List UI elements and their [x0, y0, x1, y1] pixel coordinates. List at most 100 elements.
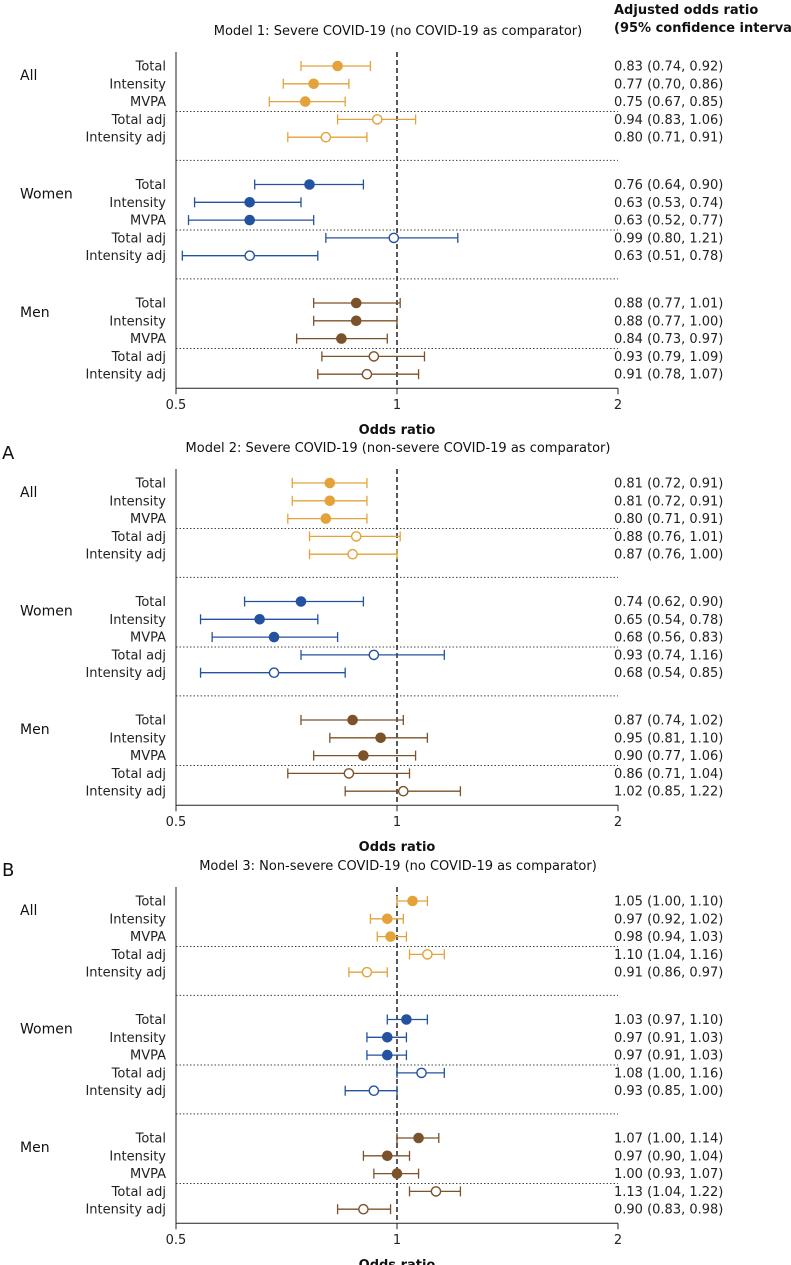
- point-estimate: [358, 750, 369, 761]
- point-estimate-adjusted: [422, 949, 433, 960]
- point-estimate-adjusted: [371, 114, 383, 125]
- point-estimate-adjusted: [320, 131, 332, 143]
- ci-value-text: 0.88 (0.76, 1.01): [614, 530, 723, 545]
- row-label: Total: [135, 297, 166, 312]
- row-label: Total adj: [111, 648, 166, 663]
- group-label: Men: [20, 1140, 50, 1156]
- ci-value-text: 0.95 (0.81, 1.10): [614, 731, 723, 746]
- point-estimate: [324, 477, 336, 489]
- ci-value-text: 0.88 (0.77, 1.00): [614, 314, 723, 329]
- row-label: MVPA: [130, 749, 166, 764]
- point-estimate-adjusted: [347, 548, 358, 560]
- row-label: Total adj: [111, 530, 166, 545]
- ci-column-title-line1: Adjusted odds ratio: [614, 3, 758, 18]
- ci-value-text: 0.87 (0.76, 1.00): [614, 548, 723, 563]
- point-estimate: [381, 1049, 393, 1061]
- row-label: Total: [135, 1132, 166, 1147]
- group-label: Men: [20, 305, 50, 321]
- point-estimate: [413, 1132, 424, 1144]
- ci-value-text: 1.08 (1.00, 1.16): [614, 1066, 723, 1081]
- point-estimate: [254, 614, 265, 625]
- row-label: Total adj: [111, 948, 166, 963]
- row-label: MVPA: [130, 1167, 166, 1182]
- group-label: All: [20, 68, 37, 84]
- row-label: Total: [135, 477, 166, 492]
- point-estimate: [244, 214, 255, 226]
- point-estimate-adjusted: [368, 351, 380, 362]
- row-label: Total adj: [111, 350, 166, 365]
- point-estimate-adjusted: [358, 1203, 369, 1215]
- ci-value-text: 1.13 (1.04, 1.22): [614, 1185, 723, 1200]
- x-tick-label: 2: [614, 1233, 622, 1248]
- ci-value-text: 0.98 (0.94, 1.03): [614, 930, 723, 945]
- ci-value-text: 0.97 (0.91, 1.03): [614, 1049, 723, 1064]
- group-label: Women: [20, 1021, 73, 1037]
- point-estimate: [336, 333, 347, 344]
- point-estimate-adjusted: [368, 1085, 380, 1096]
- ci-value-text: 0.93 (0.85, 1.00): [614, 1084, 723, 1099]
- point-estimate: [304, 179, 315, 190]
- ci-value-text: 0.97 (0.91, 1.03): [614, 1031, 723, 1046]
- point-estimate: [347, 714, 358, 726]
- ci-value-text: 1.10 (1.04, 1.16): [614, 948, 723, 963]
- row-label: Intensity adj: [85, 548, 166, 563]
- x-tick-label: 0.5: [166, 815, 187, 830]
- ci-value-text: 0.81 (0.72, 0.91): [614, 494, 723, 509]
- row-label: Total: [135, 595, 166, 610]
- row-label: Total: [135, 1013, 166, 1028]
- row-label: MVPA: [130, 95, 166, 110]
- panel-label: B: [2, 860, 14, 881]
- point-estimate: [332, 60, 343, 72]
- ci-value-text: 0.76 (0.64, 0.90): [614, 178, 723, 193]
- row-label: Intensity adj: [85, 966, 166, 981]
- point-estimate-adjusted: [398, 785, 409, 797]
- row-label: MVPA: [130, 1049, 166, 1064]
- ci-value-text: 0.63 (0.52, 0.77): [614, 214, 723, 229]
- ci-value-text: 1.03 (0.97, 1.10): [614, 1013, 723, 1028]
- ci-value-text: 0.94 (0.83, 1.06): [614, 113, 723, 128]
- ci-value-text: 0.86 (0.71, 1.04): [614, 767, 723, 782]
- panel-label: A: [2, 443, 15, 464]
- point-estimate-adjusted: [416, 1067, 427, 1079]
- ci-value-text: 1.02 (0.85, 1.22): [614, 785, 723, 800]
- ci-value-text: 0.97 (0.90, 1.04): [614, 1149, 723, 1164]
- ci-value-text: 0.99 (0.80, 1.21): [614, 231, 723, 246]
- ci-value-text: 0.74 (0.62, 0.90): [614, 595, 723, 610]
- point-estimate: [350, 315, 362, 327]
- ci-value-text: 0.83 (0.74, 0.92): [614, 60, 723, 75]
- row-label: Total adj: [111, 1066, 166, 1081]
- ci-value-text: 0.77 (0.70, 0.86): [614, 77, 723, 92]
- point-estimate: [407, 895, 418, 907]
- group-label: All: [20, 485, 37, 501]
- point-estimate: [320, 513, 332, 524]
- row-label: Total adj: [111, 767, 166, 782]
- ci-value-text: 0.88 (0.77, 1.01): [614, 297, 723, 312]
- row-label: Intensity: [109, 494, 166, 509]
- point-estimate-adjusted: [430, 1186, 442, 1197]
- row-label: Intensity adj: [85, 131, 166, 146]
- ci-value-text: 0.91 (0.86, 0.97): [614, 966, 723, 981]
- row-label: Intensity adj: [85, 1203, 166, 1218]
- point-estimate: [308, 78, 319, 90]
- x-axis-label: Odds ratio: [359, 423, 436, 438]
- row-label: Intensity adj: [85, 666, 166, 681]
- ci-value-text: 0.97 (0.92, 1.02): [614, 912, 723, 927]
- panel-title: Model 2: Severe COVID-19 (non-severe COV…: [186, 441, 611, 456]
- row-label: Intensity: [109, 314, 166, 329]
- row-label: Total: [135, 895, 166, 910]
- point-estimate: [381, 1032, 393, 1043]
- row-label: Intensity: [109, 1149, 166, 1164]
- row-label: Total adj: [111, 113, 166, 128]
- point-estimate: [385, 931, 396, 942]
- ci-value-text: 0.68 (0.54, 0.85): [614, 666, 723, 681]
- x-axis-label: Odds ratio: [359, 1258, 436, 1265]
- ci-value-text: 0.65 (0.54, 0.78): [614, 613, 723, 628]
- row-label: Intensity: [109, 731, 166, 746]
- point-estimate: [375, 732, 386, 744]
- point-estimate: [324, 495, 336, 507]
- point-estimate: [295, 596, 307, 607]
- ci-value-text: 1.07 (1.00, 1.14): [614, 1132, 723, 1147]
- ci-value-text: 0.90 (0.77, 1.06): [614, 749, 723, 764]
- group-label: Women: [20, 186, 73, 202]
